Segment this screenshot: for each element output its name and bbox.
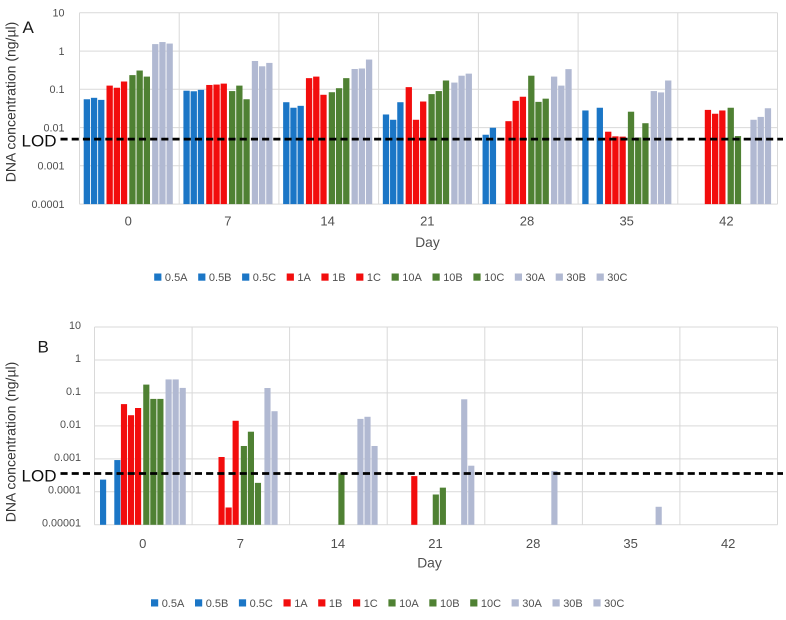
svg-text:0.0001: 0.0001: [48, 485, 81, 497]
svg-text:0: 0: [125, 214, 132, 229]
svg-text:0.01: 0.01: [43, 122, 64, 134]
svg-text:35: 35: [619, 214, 633, 229]
svg-text:0.5B: 0.5B: [209, 272, 232, 284]
svg-text:30C: 30C: [604, 598, 624, 610]
svg-text:21: 21: [420, 214, 434, 229]
svg-text:0.5A: 0.5A: [162, 598, 185, 610]
svg-text:1B: 1B: [332, 272, 345, 284]
svg-text:14: 14: [320, 214, 334, 229]
svg-text:A: A: [23, 18, 35, 37]
svg-text:7: 7: [237, 536, 244, 551]
svg-text:10A: 10A: [402, 272, 422, 284]
svg-text:1A: 1A: [297, 272, 311, 284]
svg-text:10B: 10B: [440, 598, 460, 610]
svg-text:0.0001: 0.0001: [31, 199, 64, 211]
svg-text:B: B: [38, 338, 49, 357]
svg-text:0.001: 0.001: [54, 452, 81, 464]
svg-text:28: 28: [526, 536, 540, 551]
svg-text:1A: 1A: [294, 598, 308, 610]
svg-text:0.1: 0.1: [49, 84, 64, 96]
svg-text:35: 35: [623, 536, 637, 551]
svg-text:0.5C: 0.5C: [253, 272, 276, 284]
svg-text:10A: 10A: [399, 598, 419, 610]
svg-text:21: 21: [428, 536, 442, 551]
svg-text:Day: Day: [417, 555, 442, 570]
svg-text:0.00001: 0.00001: [42, 518, 81, 530]
svg-text:30A: 30A: [522, 598, 542, 610]
svg-text:0: 0: [139, 536, 146, 551]
svg-text:1C: 1C: [364, 598, 378, 610]
svg-text:DNA concentration (ng/µl): DNA concentration (ng/µl): [3, 22, 19, 183]
svg-text:28: 28: [520, 214, 534, 229]
svg-text:DNA concentration (ng/µl): DNA concentration (ng/µl): [3, 362, 19, 523]
svg-text:0.5A: 0.5A: [165, 272, 188, 284]
svg-text:0.5B: 0.5B: [206, 598, 229, 610]
svg-text:1C: 1C: [367, 272, 381, 284]
svg-text:LOD: LOD: [22, 131, 57, 150]
svg-text:10C: 10C: [481, 598, 501, 610]
svg-text:30B: 30B: [563, 598, 583, 610]
svg-text:LOD: LOD: [22, 466, 57, 485]
svg-text:0.01: 0.01: [60, 419, 81, 431]
svg-text:1: 1: [58, 46, 64, 58]
svg-text:42: 42: [719, 214, 733, 229]
svg-text:42: 42: [721, 536, 735, 551]
svg-text:0.5C: 0.5C: [250, 598, 273, 610]
svg-text:14: 14: [331, 536, 345, 551]
svg-text:10: 10: [52, 8, 64, 20]
svg-text:30A: 30A: [526, 272, 546, 284]
svg-text:10: 10: [69, 320, 81, 332]
svg-text:0.1: 0.1: [66, 386, 81, 398]
svg-text:Day: Day: [415, 235, 440, 250]
svg-text:10C: 10C: [484, 272, 504, 284]
svg-text:30C: 30C: [607, 272, 627, 284]
svg-text:1: 1: [75, 353, 81, 365]
svg-text:1B: 1B: [329, 598, 342, 610]
svg-text:0.001: 0.001: [37, 161, 64, 173]
svg-text:30B: 30B: [566, 272, 586, 284]
svg-text:7: 7: [224, 214, 231, 229]
svg-text:10B: 10B: [443, 272, 463, 284]
